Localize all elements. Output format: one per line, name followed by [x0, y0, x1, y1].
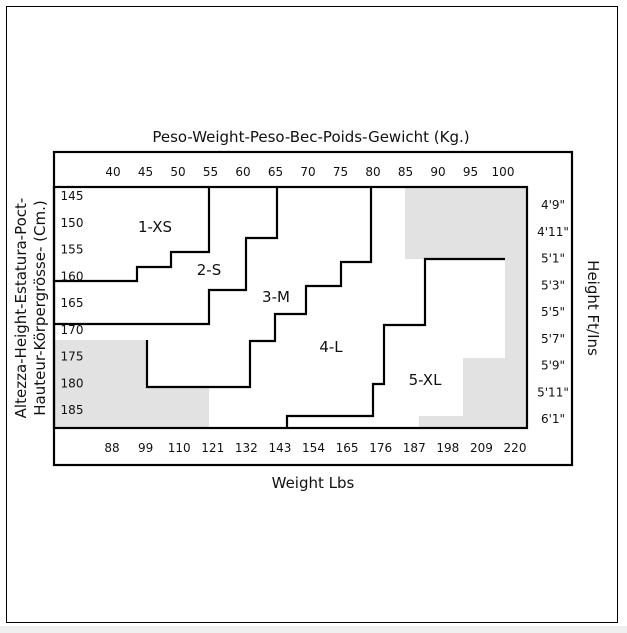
kg-tick-label: 45 — [138, 165, 153, 179]
boundary-s-m — [54, 187, 279, 326]
ft-tick-label: 5'11" — [537, 385, 569, 399]
ft-tick-label: 5'7" — [541, 332, 565, 346]
kg-tick-label: 65 — [268, 165, 283, 179]
size-label-2-s: 2-S — [197, 261, 221, 279]
kg-tick-label: 55 — [203, 165, 218, 179]
cm-tick-label: 175 — [61, 350, 84, 364]
boundary-l-xl — [285, 257, 505, 428]
ft-tick-label: 5'3" — [541, 278, 565, 292]
kg-tick-label: 75 — [333, 165, 348, 179]
size-label-1-xs: 1-XS — [138, 218, 172, 236]
ft-tick-label: 5'1" — [541, 252, 565, 266]
boundary-xs-s — [54, 187, 211, 283]
size-label-3-m: 3-M — [262, 288, 290, 306]
lbs-tick-label: 220 — [504, 441, 527, 455]
lbs-tick-label: 209 — [470, 441, 493, 455]
lbs-tick-label: 154 — [302, 441, 325, 455]
size-label-5-xl: 5-XL — [409, 371, 442, 389]
bottom-strip — [0, 626, 627, 633]
lbs-tick-label: 88 — [104, 441, 119, 455]
ft-tick-label: 6'1" — [541, 412, 565, 426]
cm-tick-label: 160 — [61, 269, 84, 283]
ft-tick-label: 5'9" — [541, 359, 565, 373]
ft-tick-label: 5'5" — [541, 305, 565, 319]
kg-tick-label: 85 — [398, 165, 413, 179]
cm-tick-label: 170 — [61, 323, 84, 337]
cm-tick-label: 185 — [61, 403, 84, 417]
cm-tick-label: 150 — [61, 216, 84, 230]
lbs-tick-label: 165 — [336, 441, 359, 455]
lbs-tick-label: 187 — [403, 441, 426, 455]
kg-tick-label: 60 — [235, 165, 250, 179]
cm-tick-label: 155 — [61, 243, 84, 257]
kg-tick-label: 90 — [430, 165, 445, 179]
kg-tick-label: 95 — [463, 165, 478, 179]
lbs-tick-label: 176 — [369, 441, 392, 455]
kg-tick-label: 100 — [492, 165, 515, 179]
cm-tick-label: 165 — [61, 296, 84, 310]
lbs-tick-label: 121 — [201, 441, 224, 455]
lbs-tick-label: 99 — [138, 441, 153, 455]
y-axis-label-line2: Hauteur-Körpergrösse- (Cm.) — [31, 200, 49, 415]
lbs-tick-label: 132 — [235, 441, 258, 455]
chart-frame — [6, 6, 618, 623]
x-axis-label: Weight Lbs — [272, 474, 355, 492]
grid-box — [52, 185, 529, 430]
chart-title: Peso-Weight-Peso-Bec-Poids-Gewicht (Kg.) — [152, 128, 469, 146]
ft-tick-label: 4'11" — [537, 225, 569, 239]
lbs-tick-label: 110 — [168, 441, 191, 455]
shaded-region-top-right — [405, 187, 527, 428]
right-axis-label: Height Ft/Ins — [584, 260, 602, 356]
shaded-region-bottom-left — [54, 340, 209, 428]
boundary-m-l — [145, 187, 373, 389]
y-axis-label-line1: Altezza-Height-Estatura-Poct- — [12, 198, 30, 419]
cm-tick-label: 145 — [61, 189, 84, 203]
kg-tick-label: 50 — [170, 165, 185, 179]
kg-tick-label: 70 — [300, 165, 315, 179]
kg-tick-label: 40 — [105, 165, 120, 179]
kg-tick-label: 80 — [365, 165, 380, 179]
lbs-tick-label: 143 — [268, 441, 291, 455]
cm-tick-label: 180 — [61, 376, 84, 390]
ft-tick-label: 4'9" — [541, 198, 565, 212]
size-label-4-l: 4-L — [319, 338, 343, 356]
lbs-tick-label: 198 — [436, 441, 459, 455]
